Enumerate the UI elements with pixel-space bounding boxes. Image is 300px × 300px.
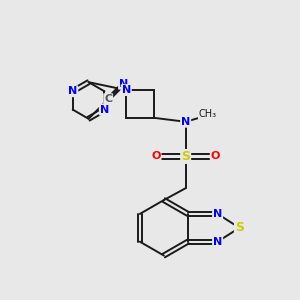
Text: N: N: [122, 85, 131, 95]
Text: S: S: [235, 221, 244, 234]
Text: N: N: [119, 79, 128, 89]
Text: N: N: [213, 237, 222, 247]
Text: CH₃: CH₃: [198, 109, 217, 119]
Text: N: N: [68, 86, 77, 96]
Text: S: S: [181, 150, 190, 163]
Text: N: N: [100, 105, 109, 115]
Text: C: C: [104, 94, 112, 104]
Text: N: N: [213, 209, 222, 219]
Text: O: O: [211, 152, 220, 161]
Text: O: O: [151, 152, 160, 161]
Text: N: N: [181, 117, 190, 127]
